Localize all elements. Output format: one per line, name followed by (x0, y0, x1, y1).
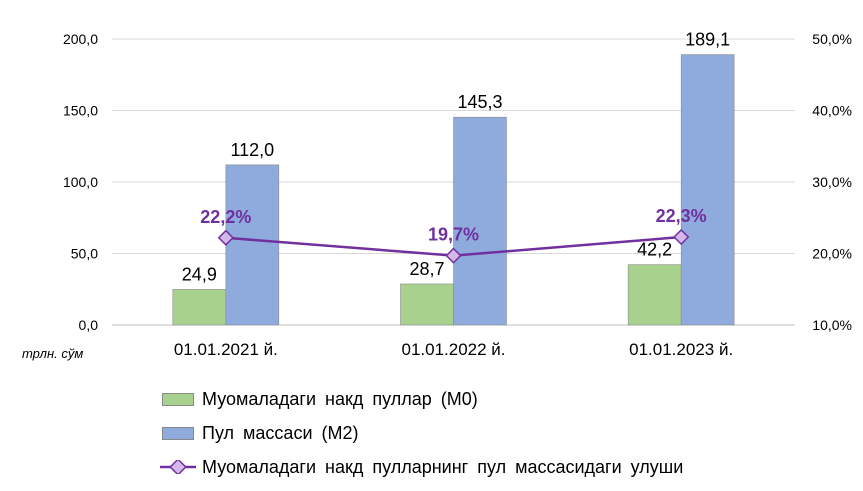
legend-label-share: Муомаладаги накд пулларнинг пул массасид… (202, 456, 684, 477)
share-value-label: 19,7% (428, 225, 479, 245)
legend-item-m2: Пул массаси (М2) (160, 416, 683, 450)
share-point (673, 228, 690, 246)
unit-label: трлн. сўм (22, 346, 83, 361)
category-label: 01.01.2021 й. (174, 340, 278, 359)
y-left-tick-label: 100,0 (63, 174, 98, 190)
share-value-label: 22,3% (656, 206, 707, 226)
y-left-tick-label: 200,0 (63, 31, 98, 47)
y-left-tick-label: 50,0 (71, 246, 98, 262)
legend-item-m0: Муомаладаги накд пуллар (М0) (160, 382, 683, 416)
legend-item-share: Муомаладаги накд пулларнинг пул массасид… (160, 450, 683, 484)
bar-value-label: 42,2 (637, 240, 672, 260)
bar-value-label: 28,7 (409, 259, 444, 279)
y-left-tick-label: 0,0 (79, 317, 99, 333)
category-label: 01.01.2022 й. (401, 340, 505, 359)
bar-m2 (225, 164, 280, 326)
bar-m2 (680, 54, 735, 326)
bar-m0 (172, 289, 227, 326)
y-right-tick-label: 20,0% (812, 246, 852, 262)
bar-value-label: 189,1 (685, 30, 730, 50)
bar-m0 (400, 283, 454, 326)
labels: 0,0 50,0 100,0 150,0 200,0 10,0% 20,0% 30,0% 40,… (63, 30, 852, 359)
y-left-tick-label: 150,0 (63, 103, 98, 119)
bar-m0 (627, 264, 682, 326)
y-right-tick-label: 40,0% (812, 103, 852, 119)
bar-value-label: 24,9 (182, 264, 217, 284)
share-point (445, 247, 462, 264)
bars (172, 54, 735, 326)
bar-m2 (453, 116, 507, 326)
share-value-label: 22,2% (200, 207, 251, 227)
category-label: 01.01.2023 й. (629, 340, 733, 359)
legend-label-m2: Пул массаси (М2) (202, 422, 359, 443)
y-right-tick-label: 10,0% (812, 317, 852, 333)
y-right-tick-label: 50,0% (812, 31, 852, 47)
legend-swatch-m2 (162, 426, 194, 440)
share-point (217, 229, 234, 246)
share-line (217, 228, 690, 264)
legend-swatch-share (160, 460, 196, 474)
bar-value-label: 145,3 (457, 92, 502, 112)
bar-value-label: 112,0 (230, 140, 274, 160)
legend-label-m0: Муомаладаги накд пуллар (М0) (202, 388, 478, 409)
legend-swatch-m0 (162, 392, 194, 406)
legend: Муомаладаги накд пуллар (М0) Пул массаси… (160, 382, 683, 484)
y-right-tick-label: 30,0% (812, 174, 852, 190)
